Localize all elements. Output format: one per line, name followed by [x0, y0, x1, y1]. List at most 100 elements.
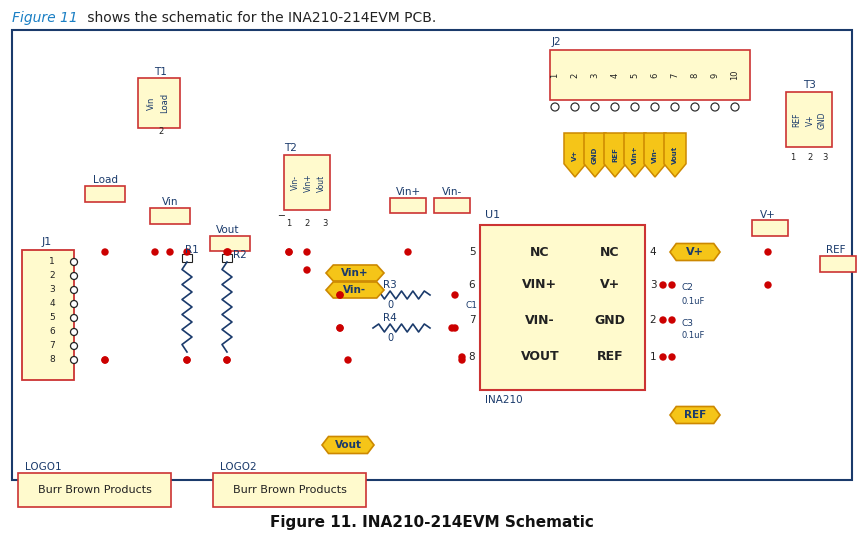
Circle shape	[71, 343, 78, 349]
Text: 6: 6	[49, 327, 54, 337]
Text: 2: 2	[650, 315, 657, 325]
Text: INA210: INA210	[485, 395, 522, 405]
Polygon shape	[564, 133, 586, 177]
Circle shape	[611, 103, 619, 111]
Circle shape	[631, 103, 639, 111]
Circle shape	[337, 325, 343, 331]
Circle shape	[71, 356, 78, 363]
Text: 1: 1	[791, 153, 796, 162]
Circle shape	[184, 357, 190, 363]
Text: 2: 2	[807, 153, 812, 162]
Circle shape	[102, 357, 108, 363]
Circle shape	[669, 282, 675, 288]
Text: 2: 2	[571, 72, 580, 78]
Text: Figure 11. INA210-214EVM Schematic: Figure 11. INA210-214EVM Schematic	[270, 515, 594, 530]
Circle shape	[671, 103, 679, 111]
Text: 2: 2	[49, 272, 54, 280]
Circle shape	[651, 103, 659, 111]
Text: 1: 1	[550, 72, 560, 78]
Text: REF: REF	[612, 147, 618, 162]
Circle shape	[337, 292, 343, 298]
Text: R4: R4	[383, 313, 397, 323]
Text: C3: C3	[682, 318, 694, 327]
Text: 1: 1	[49, 257, 54, 266]
Text: LOGO1: LOGO1	[25, 462, 61, 472]
Circle shape	[591, 103, 599, 111]
Circle shape	[224, 357, 230, 363]
Bar	[434, 198, 470, 213]
Text: Vin: Vin	[146, 96, 156, 110]
Text: NC: NC	[530, 245, 550, 258]
Text: U1: U1	[485, 210, 500, 220]
Text: Load: Load	[161, 93, 170, 113]
Bar	[18, 473, 171, 507]
Text: Vout: Vout	[317, 174, 325, 192]
Circle shape	[449, 325, 455, 331]
Circle shape	[711, 103, 719, 111]
Circle shape	[459, 357, 465, 363]
Circle shape	[184, 357, 190, 363]
Circle shape	[167, 249, 173, 255]
Text: 9: 9	[710, 72, 720, 78]
Circle shape	[459, 354, 465, 360]
Circle shape	[71, 258, 78, 265]
Polygon shape	[670, 406, 720, 423]
Circle shape	[452, 325, 458, 331]
Text: V+: V+	[760, 210, 776, 220]
Circle shape	[71, 301, 78, 308]
Text: Vin-: Vin-	[442, 187, 462, 197]
Text: Vin+: Vin+	[341, 268, 368, 278]
Polygon shape	[326, 265, 384, 281]
Bar	[138, 78, 180, 128]
Text: GND: GND	[592, 146, 598, 163]
Bar	[150, 208, 190, 224]
Bar	[213, 473, 366, 507]
Text: Vout: Vout	[335, 440, 362, 450]
Text: V+: V+	[599, 279, 620, 292]
Text: Burr Brown Products: Burr Brown Products	[38, 485, 152, 495]
Text: Vin-: Vin-	[652, 147, 658, 163]
Text: 6: 6	[469, 280, 475, 290]
Text: C1: C1	[465, 301, 477, 310]
Text: Vin+: Vin+	[395, 187, 420, 197]
Circle shape	[224, 357, 230, 363]
Polygon shape	[644, 133, 666, 177]
Bar	[390, 198, 426, 213]
Text: Vin+: Vin+	[632, 146, 638, 165]
Text: Vin: Vin	[162, 197, 178, 207]
Text: V+: V+	[805, 114, 815, 126]
Text: V+: V+	[686, 247, 704, 257]
Text: GND: GND	[594, 314, 625, 326]
Text: 7: 7	[469, 315, 475, 325]
Text: 4: 4	[49, 300, 54, 309]
Circle shape	[765, 249, 771, 255]
Text: 1: 1	[650, 352, 657, 362]
Text: T1: T1	[154, 67, 167, 77]
Circle shape	[286, 249, 292, 255]
Circle shape	[691, 103, 699, 111]
Polygon shape	[326, 282, 384, 298]
Text: 4: 4	[650, 247, 657, 257]
Text: REF: REF	[792, 113, 802, 127]
Circle shape	[337, 292, 343, 298]
Text: shows the schematic for the INA210-214EVM PCB.: shows the schematic for the INA210-214EV…	[83, 11, 436, 25]
Circle shape	[551, 103, 559, 111]
Polygon shape	[664, 133, 686, 177]
Circle shape	[571, 103, 579, 111]
Circle shape	[452, 292, 458, 298]
Circle shape	[184, 249, 190, 255]
Text: 3: 3	[650, 280, 657, 290]
Text: V+: V+	[572, 150, 578, 161]
Polygon shape	[604, 133, 626, 177]
Text: NC: NC	[600, 245, 619, 258]
Text: 3: 3	[823, 153, 828, 162]
Bar	[820, 256, 856, 272]
Text: 7: 7	[49, 341, 54, 351]
Polygon shape	[624, 133, 646, 177]
Circle shape	[286, 249, 292, 255]
Text: C2: C2	[682, 284, 694, 293]
Text: 8: 8	[49, 355, 54, 364]
Circle shape	[102, 357, 108, 363]
Text: 10: 10	[731, 70, 740, 80]
Text: Vout: Vout	[216, 225, 240, 235]
